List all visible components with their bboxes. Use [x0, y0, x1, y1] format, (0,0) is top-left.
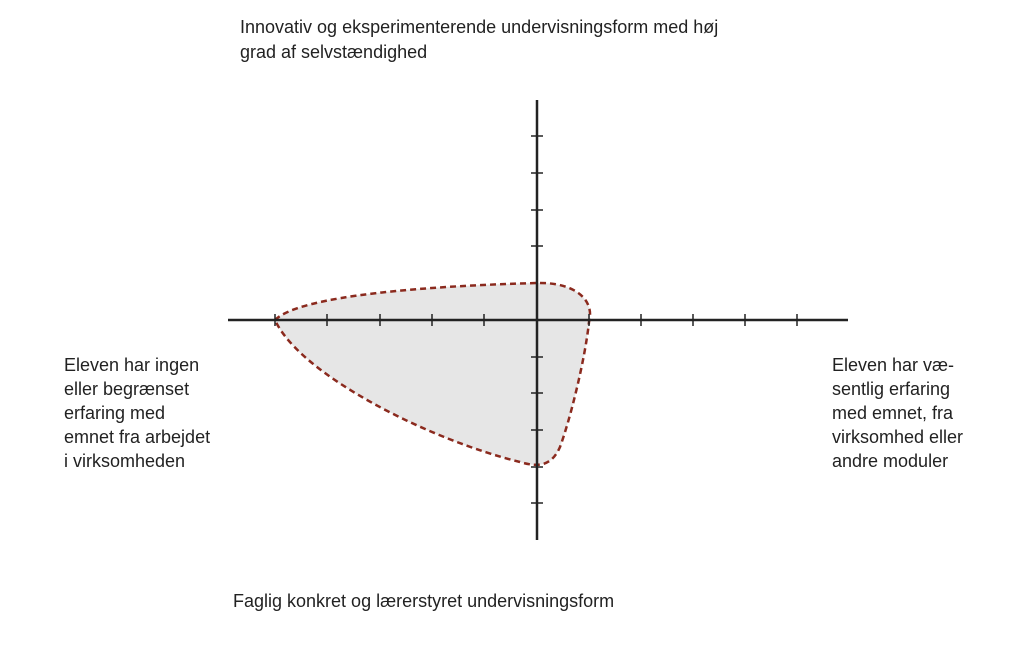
bottom-label: Faglig konkret og lærerstyret undervisni… — [233, 591, 614, 611]
left-label: Eleven har ingen — [64, 355, 199, 375]
left-label: i virksomheden — [64, 451, 185, 471]
right-label: andre moduler — [832, 451, 948, 471]
left-label: emnet fra arbejdet — [64, 427, 210, 447]
left-label: erfaring med — [64, 403, 165, 423]
top-label: Innovativ og eksperimenterende undervisn… — [240, 17, 718, 37]
top-label: grad af selvstændighed — [240, 42, 427, 62]
left-label: eller begrænset — [64, 379, 189, 399]
labels: Innovativ og eksperimenterende undervisn… — [64, 17, 963, 611]
right-label: Eleven har væ- — [832, 355, 954, 375]
right-label: med emnet, fra — [832, 403, 954, 423]
right-label: sentlig erfaring — [832, 379, 950, 399]
right-label: virksomhed eller — [832, 427, 963, 447]
profile-area — [273, 281, 592, 466]
axis-ticks — [274, 135, 798, 504]
